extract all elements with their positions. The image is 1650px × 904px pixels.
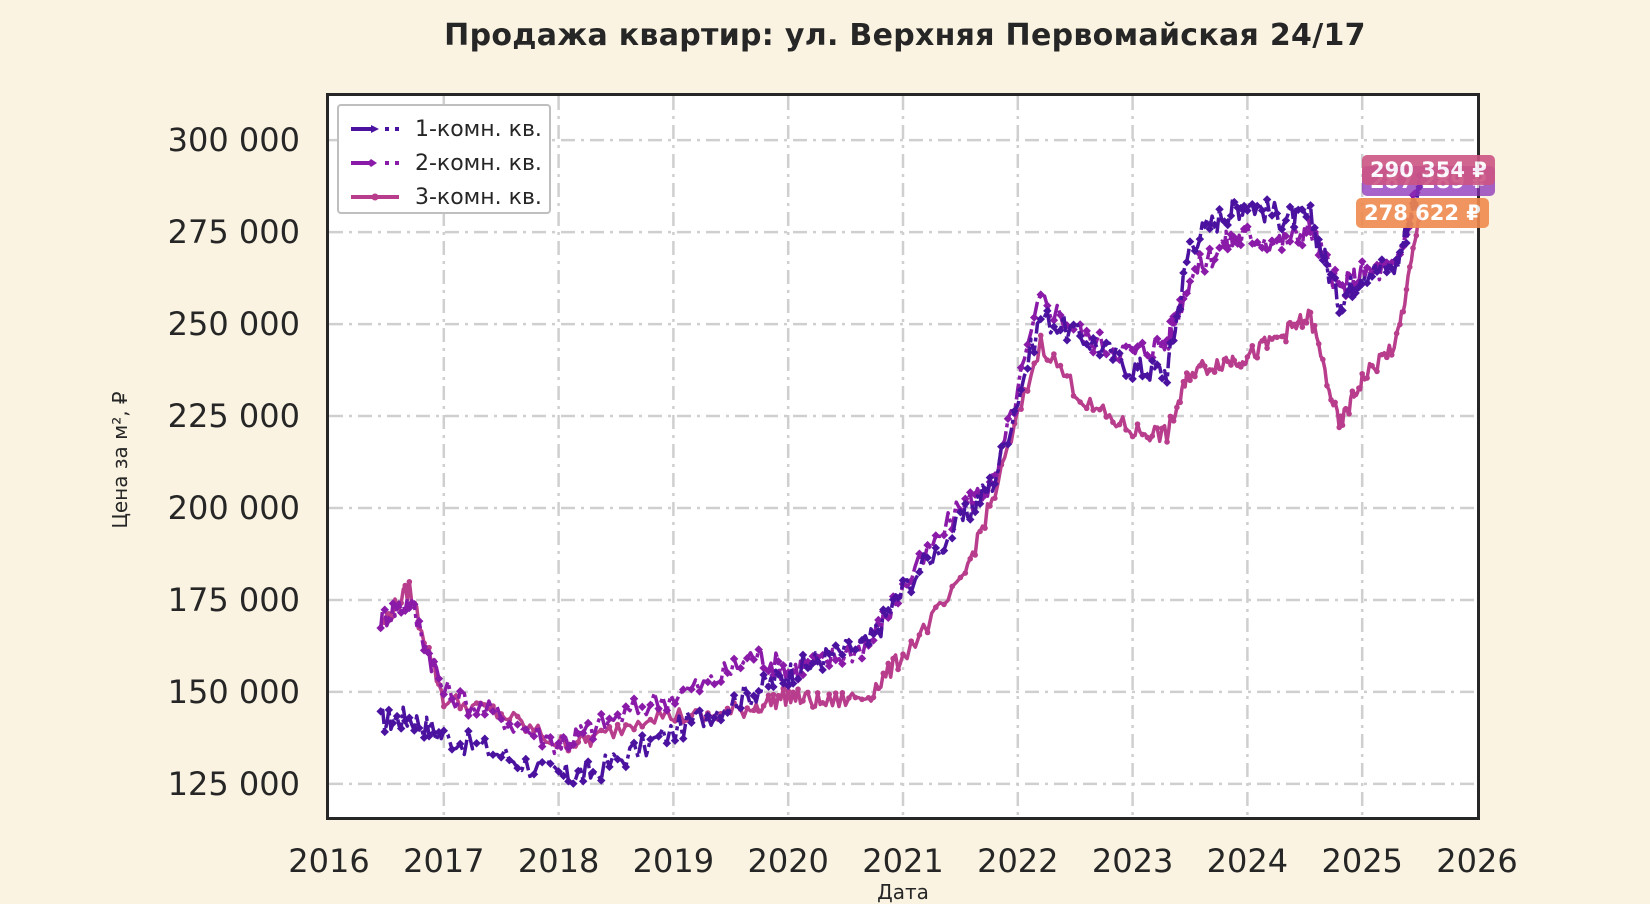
x-tick-label: 2020 bbox=[747, 842, 829, 880]
x-tick-label: 2021 bbox=[862, 842, 944, 880]
legend-label: 2-комн. кв. bbox=[415, 150, 542, 176]
y-tick-label: 300 000 bbox=[167, 121, 300, 160]
line-solid-dot-icon bbox=[351, 193, 399, 201]
series-line-2room bbox=[378, 175, 1422, 756]
legend-item-3room: 3-комн. кв. bbox=[349, 182, 542, 212]
y-tick-label: 125 000 bbox=[167, 764, 300, 803]
legend: 1-комн. кв. 2-комн. кв. 3-комн. кв. bbox=[337, 104, 551, 214]
line-dashdot-arrow-icon bbox=[351, 125, 399, 133]
x-tick-label: 2024 bbox=[1206, 842, 1289, 880]
line-dashdot-diamond-icon bbox=[351, 159, 399, 167]
y-tick-label: 275 000 bbox=[167, 213, 300, 252]
legend-label: 3-комн. кв. bbox=[415, 184, 542, 210]
y-tick-label: 200 000 bbox=[167, 489, 300, 527]
series-line-1room bbox=[379, 185, 1421, 786]
y-tick-label: 175 000 bbox=[167, 580, 300, 619]
legend-item-1room: 1-комн. кв. bbox=[349, 114, 542, 144]
y-tick-label: 250 000 bbox=[167, 305, 300, 344]
x-tick-label: 2022 bbox=[977, 842, 1059, 880]
y-tick-label: 225 000 bbox=[167, 397, 300, 436]
end-label-1room: 278 622 ₽ bbox=[1356, 198, 1489, 228]
x-tick-label: 2026 bbox=[1436, 842, 1518, 880]
chart-title: Продажа квартир: ул. Верхняя Первомайска… bbox=[444, 18, 1366, 53]
legend-item-2room: 2-комн. кв. bbox=[349, 148, 542, 178]
x-tick-label: 2019 bbox=[632, 842, 715, 880]
x-tick-label: 2017 bbox=[403, 842, 485, 880]
x-tick-label: 2016 bbox=[288, 842, 370, 880]
x-tick-label: 2025 bbox=[1321, 842, 1403, 880]
x-tick-label: 2018 bbox=[517, 842, 600, 880]
end-label-3room-top: 290 354 ₽ bbox=[1362, 155, 1495, 185]
y-tick-label: 150 000 bbox=[167, 672, 300, 711]
x-tick-label: 2023 bbox=[1091, 842, 1174, 880]
legend-label: 1-комн. кв. bbox=[415, 116, 542, 142]
